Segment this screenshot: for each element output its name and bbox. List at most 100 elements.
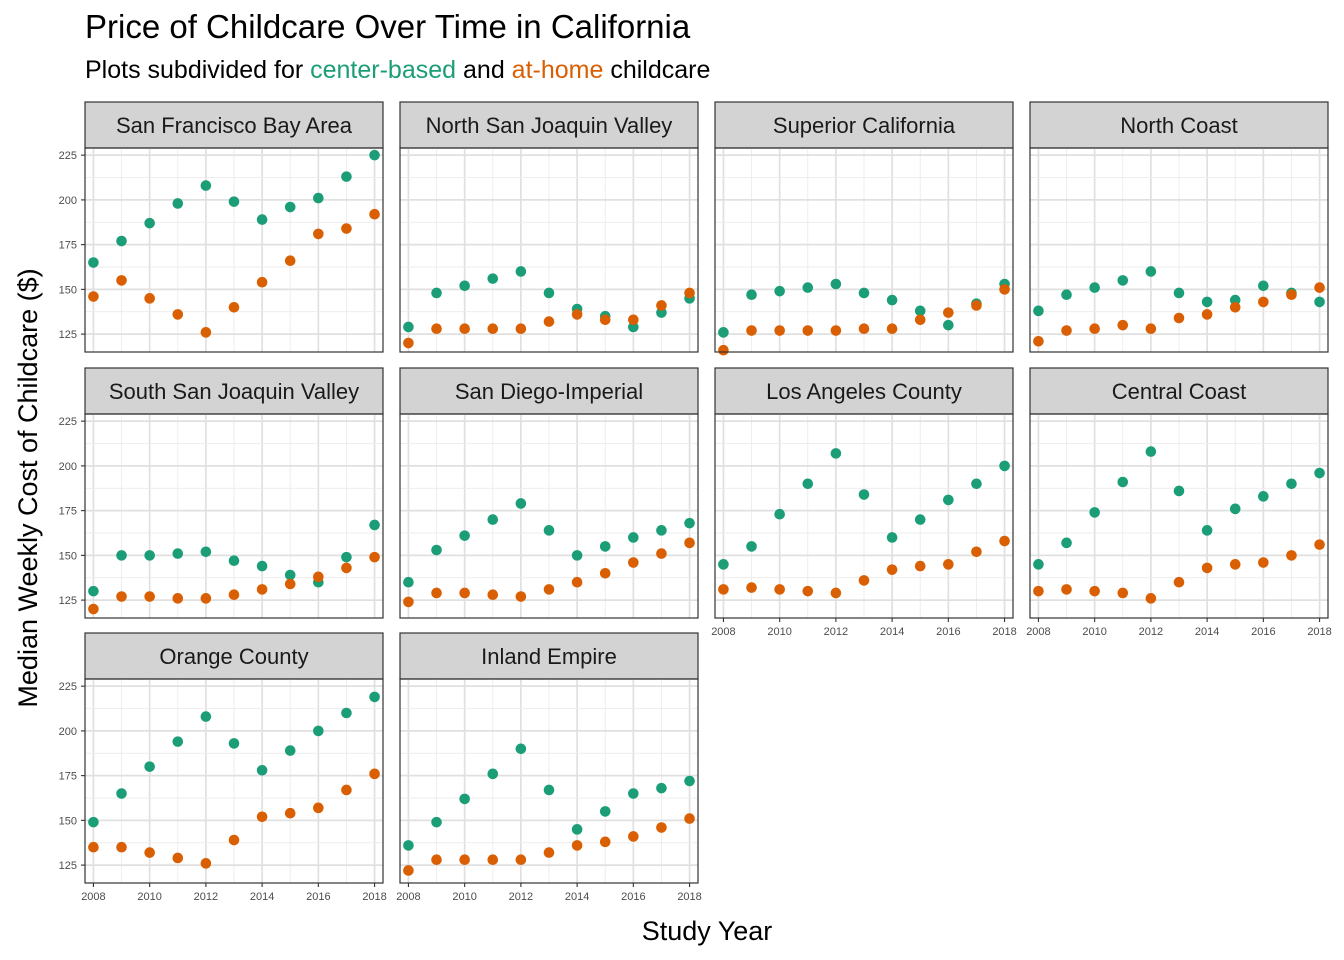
x-tick-label: 2018 [1307,626,1331,638]
panel-central-coast: Central Coast 2008 2010 2012 2014 2016 2018 [1026,367,1332,638]
chart-title: Price of Childcare Over Time in Californ… [85,8,691,45]
point-center-based-2010 [144,550,155,561]
point-center-based-2013 [228,555,240,567]
panel-north-coast: North Coast [1029,101,1329,353]
x-tick-label: 2012 [509,891,533,903]
point-center-based-2012 [200,546,212,558]
point-center-based-2010 [1089,282,1100,293]
panel-strip [84,367,384,415]
point-center-based-2008 [88,257,99,268]
point-at-home-2017 [341,784,352,796]
point-at-home-2014 [571,840,583,851]
x-tick-label: 2010 [1082,626,1106,638]
point-center-based-2014 [1201,525,1213,536]
panel-san-diego-imperial: San Diego-Imperial [399,367,699,619]
panel-border [84,678,384,884]
point-center-based-2010 [774,285,785,297]
point-at-home-2013 [228,589,240,601]
subtitle-suffix: childcare [603,56,711,84]
point-at-home-2018 [369,768,380,780]
point-at-home-2010 [774,325,785,336]
point-at-home-2016 [1258,557,1269,568]
x-tick-label: 2014 [1195,626,1219,638]
point-at-home-2008 [1033,585,1044,597]
point-at-home-2012 [200,327,212,338]
point-at-home-2015 [599,567,611,579]
panel-superior-california: Superior California [714,101,1014,356]
panel-strip-label: Orange County [159,644,308,669]
y-tick-label: 225 [59,150,77,162]
point-center-based-2016 [313,192,324,204]
point-center-based-2014 [886,532,898,543]
point-center-based-2010 [144,761,155,772]
point-center-based-2009 [746,289,757,301]
point-at-home-2012 [1145,323,1157,335]
point-center-based-2012 [830,448,842,459]
point-at-home-2018 [684,813,695,824]
point-at-home-2015 [1229,559,1241,570]
x-tick-label: 2012 [194,891,218,903]
point-at-home-2016 [313,571,324,583]
point-at-home-2018 [369,551,380,563]
point-center-based-2013 [228,738,240,749]
x-tick-label: 2008 [396,891,420,903]
point-at-home-2011 [487,589,499,601]
point-center-based-2013 [543,287,555,299]
point-center-based-2011 [172,736,184,747]
point-center-based-2014 [571,550,583,561]
point-at-home-2017 [656,822,667,833]
point-at-home-2015 [599,314,611,326]
panel-strip [714,367,1014,415]
point-at-home-2017 [656,548,667,559]
point-center-based-2017 [341,171,352,182]
point-center-based-2018 [369,691,380,703]
panel-border [399,413,699,619]
point-center-based-2017 [656,525,667,536]
panel-strip-label: San Diego-Imperial [455,379,643,404]
point-center-based-2008 [718,327,729,338]
point-at-home-2015 [284,807,296,819]
point-at-home-2009 [431,587,442,599]
y-tick-label: 175 [59,506,77,518]
point-center-based-2015 [599,541,611,552]
x-axis-title: Study Year [642,916,773,946]
panel-strip [714,101,1014,149]
point-at-home-2013 [858,575,870,586]
x-tick-label: 2008 [81,891,105,903]
point-center-based-2014 [571,824,583,835]
panel-border [84,147,384,353]
x-tick-label: 2014 [565,891,589,903]
point-at-home-2013 [543,584,555,595]
point-center-based-2012 [1145,446,1157,457]
point-at-home-2009 [746,325,757,336]
point-center-based-2010 [1089,507,1100,518]
point-at-home-2016 [313,802,324,814]
point-at-home-2014 [886,323,898,335]
y-tick-label: 225 [59,416,77,428]
y-tick-label: 150 [59,550,77,562]
panel-orange-county: Orange County 125 150 175 200 225 2008 2010 2012… [59,632,387,903]
point-at-home-2016 [1258,296,1269,308]
point-at-home-2015 [914,314,926,326]
x-tick-label: 2012 [824,626,848,638]
y-tick-label: 200 [59,726,77,738]
point-center-based-2018 [684,517,695,529]
y-tick-label: 200 [59,195,77,207]
subtitle-prefix: Plots subdivided for [85,56,311,84]
point-at-home-2011 [1117,587,1129,599]
x-tick-label: 2008 [1026,626,1050,638]
point-at-home-2014 [1201,562,1213,574]
panel-strip-label: Central Coast [1112,379,1247,404]
x-tick-label: 2016 [1251,626,1275,638]
panel-border [1029,147,1329,353]
point-center-based-2009 [746,541,757,552]
point-at-home-2015 [914,560,926,572]
point-at-home-2017 [341,562,352,574]
point-at-home-2015 [284,255,296,267]
point-center-based-2017 [656,782,667,794]
x-tick-label: 2016 [621,891,645,903]
point-at-home-2017 [971,300,982,311]
point-at-home-2018 [684,537,695,549]
point-at-home-2008 [403,865,414,876]
